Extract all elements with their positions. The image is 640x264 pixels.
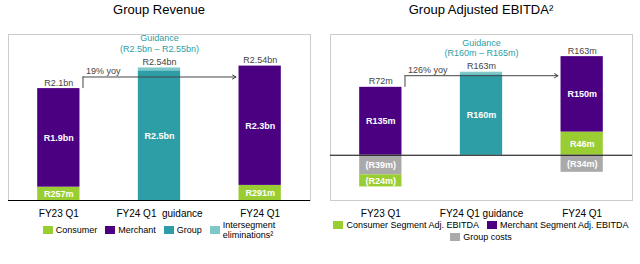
- svg-text:R163m: R163m: [568, 46, 597, 56]
- svg-text:R1.9bn: R1.9bn: [44, 133, 74, 143]
- svg-text:(R39m): (R39m): [366, 160, 397, 170]
- svg-text:FY24 Q1: FY24 Q1: [562, 208, 602, 219]
- html-text:Group costs: Group costs: [463, 232, 512, 242]
- svg-text:R160m: R160m: [467, 110, 497, 120]
- svg-text:R72m: R72m: [369, 76, 393, 86]
- svg-text:R2.54bn: R2.54bn: [142, 57, 176, 67]
- svg-text:R163m: R163m: [467, 61, 496, 71]
- svg-text:R2.3bn: R2.3bn: [245, 121, 275, 131]
- svg-text:R150m: R150m: [567, 89, 597, 99]
- svg-text:Guidance(R160m – R165m): Guidance(R160m – R165m): [444, 38, 518, 58]
- svg-text:R46m: R46m: [570, 139, 595, 149]
- svg-text:FY24 Q1: FY24 Q1: [240, 208, 280, 219]
- svg-text:R2.54bn: R2.54bn: [243, 55, 277, 65]
- html-text:Group: Group: [176, 225, 202, 235]
- svg-text:126% yoy: 126% yoy: [408, 65, 448, 75]
- svg-text:FY23 Q1: FY23 Q1: [361, 208, 401, 219]
- svg-text:FY23 Q1: FY23 Q1: [39, 208, 79, 219]
- svg-text:R2.1bn: R2.1bn: [44, 78, 73, 88]
- html-text:Consumer: Consumer: [55, 225, 98, 235]
- svg-text:R291m: R291m: [245, 188, 275, 198]
- html-text:Group Revenue: Group Revenue: [113, 2, 205, 17]
- html-text:Consumer Segment Adj. EBITDA: Consumer Segment Adj. EBITDA: [346, 220, 479, 230]
- svg-text:(R24m): (R24m): [366, 176, 397, 186]
- svg-text:Guidance(R2.5bn – R2.55bn): Guidance(R2.5bn – R2.55bn): [120, 33, 199, 53]
- html-text:Merchant: Merchant: [118, 225, 156, 235]
- html-text:Intersegment eliminations²: Intersegment eliminations²: [222, 220, 276, 240]
- html-text:Merchant Segment Adj. EBITDA: Merchant Segment Adj. EBITDA: [500, 220, 629, 230]
- svg-text:FY24 Q1 guidance: FY24 Q1 guidance: [440, 208, 524, 219]
- html-text:Group Adjusted EBITDA²: Group Adjusted EBITDA²: [408, 2, 554, 17]
- svg-text:R135m: R135m: [366, 116, 396, 126]
- svg-text:R257m: R257m: [44, 189, 74, 199]
- svg-text:(R34m): (R34m): [567, 159, 598, 169]
- svg-text:FY24 Q1 guidance: FY24 Q1 guidance: [116, 208, 203, 219]
- svg-text:R2.5bn: R2.5bn: [144, 131, 174, 141]
- svg-text:19% yoy: 19% yoy: [86, 66, 121, 76]
